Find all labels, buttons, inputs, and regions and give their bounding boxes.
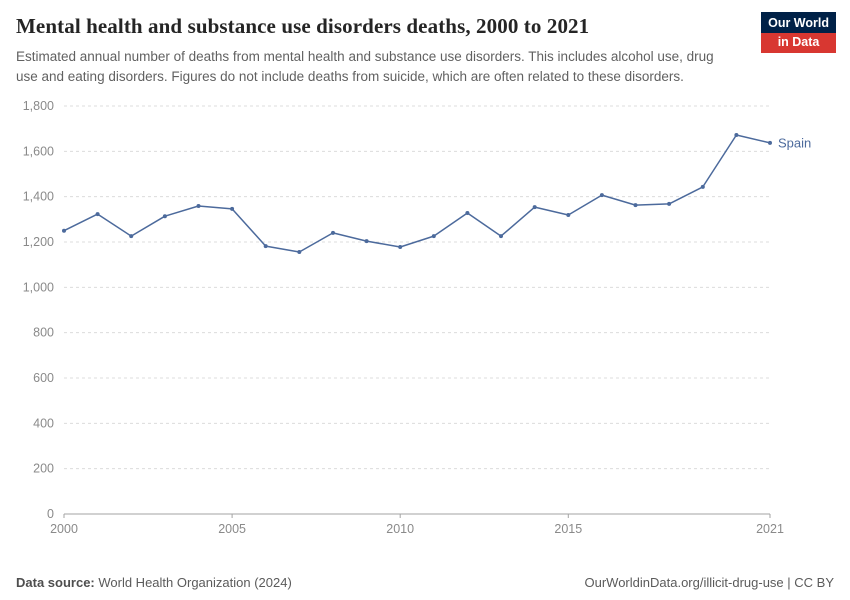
y-axis-tick-label: 1,200 [23,235,54,249]
y-axis-tick-label: 800 [33,325,54,339]
data-point[interactable] [499,233,503,238]
data-point[interactable] [431,233,436,238]
data-point[interactable] [734,132,739,137]
data-source: Data source: World Health Organization (… [16,575,292,590]
owid-logo[interactable]: Our World in Data [761,12,836,53]
data-point[interactable] [162,213,167,218]
y-axis-tick-label: 1,000 [23,280,54,294]
y-axis-tick-label: 600 [33,371,54,385]
data-source-value: World Health Organization (2024) [94,575,292,590]
data-point[interactable] [532,204,537,209]
series-line-spain[interactable] [63,133,771,253]
y-axis-tick-label: 1,800 [23,99,54,113]
data-point[interactable] [331,230,335,235]
data-point[interactable] [230,206,235,211]
data-point[interactable] [667,201,672,206]
data-point[interactable] [129,233,134,238]
data-point[interactable] [196,203,201,208]
data-point[interactable] [599,192,604,197]
chart-footer: Data source: World Health Organization (… [16,575,834,590]
owid-logo-top: Our World [761,12,836,33]
y-axis-tick-label: 0 [47,507,54,521]
x-axis-tick-label: 2010 [386,522,414,536]
x-axis-tick-label: 2005 [218,522,246,536]
chart-title: Mental health and substance use disorder… [16,14,590,38]
line-chart[interactable]: 0 200 400 600 800 1,000 1,200 1,400 1,600 1,800 20… [16,94,834,546]
data-point[interactable] [364,238,369,243]
y-axis-tick-label: 1,400 [23,189,54,203]
data-source-label: Data source: [16,575,95,590]
data-point[interactable] [398,244,403,249]
chart-subtitle: Estimated annual number of deaths from m… [16,49,714,85]
x-axis-tick-label: 2021 [756,522,784,536]
data-point[interactable] [566,212,571,217]
data-point[interactable] [768,140,772,145]
chart-header: Mental health and substance use disorder… [16,12,836,88]
credit-link[interactable]: OurWorldinData.org/illicit-drug-use | CC… [584,575,835,590]
data-point[interactable] [297,249,302,254]
y-axis-tick-label: 400 [33,416,54,430]
x-axis-tick-label: 2000 [50,522,78,536]
series-end-label[interactable]: Spain [778,135,811,150]
data-point[interactable] [263,243,268,248]
owid-logo-bottom: in Data [761,32,836,53]
data-point[interactable] [700,184,705,189]
data-point[interactable] [62,228,66,233]
y-axis-tick-label: 1,600 [23,144,54,158]
data-point[interactable] [465,210,470,215]
x-axis-tick-label: 2015 [554,522,582,536]
y-axis-tick-label: 200 [33,461,54,475]
data-point[interactable] [95,211,100,216]
data-point[interactable] [633,202,638,207]
